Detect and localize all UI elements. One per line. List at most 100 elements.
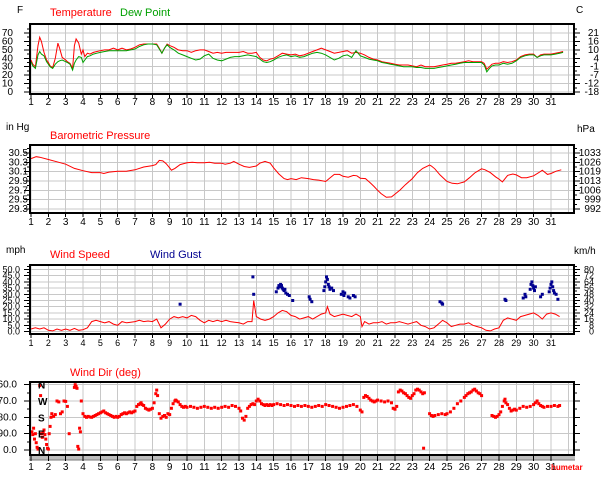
x-axis-day-label: 1	[28, 462, 34, 473]
wind-dir-point	[33, 432, 37, 436]
y-axis-left-tick-label: 360.0	[0, 380, 17, 391]
x-axis-day-label: 16	[285, 217, 297, 228]
wind-dir-point	[93, 414, 97, 417]
wind-speed-line	[30, 300, 560, 332]
wind-dir-point	[128, 410, 132, 414]
wind-gust-point	[307, 295, 311, 299]
y-axis-left-tick-label: 35.0	[2, 283, 20, 293]
axis-labels: 360.0270.0180.090.00.0123456789101112131…	[0, 380, 557, 473]
wind-gust-point	[353, 295, 357, 299]
wind-dir-point	[159, 416, 163, 420]
wind-dir-point	[242, 418, 246, 422]
y-axis-left-tick-label: 29.7	[9, 185, 29, 196]
x-axis-day-label: 9	[167, 217, 173, 228]
wind-dir-point	[509, 409, 513, 413]
x-axis-day-label: 11	[199, 217, 210, 228]
wind-dir-point	[558, 404, 562, 407]
wind-gust-point	[343, 291, 347, 295]
axis-labels: 50.045.040.035.030.025.020.015.010.05.00…	[2, 264, 594, 348]
wind-gust-point	[547, 290, 551, 294]
wind-dir-point	[403, 392, 407, 396]
y-axis-right-tick-label: -7	[590, 70, 599, 81]
dew-point-line	[30, 43, 564, 73]
wind-dir-point	[145, 407, 149, 411]
x-axis-day-label: 25	[441, 217, 453, 228]
x-axis-day-label: 2	[46, 97, 52, 108]
wind-gust-point	[504, 299, 508, 302]
wind-gust-point	[346, 295, 350, 299]
wind-dir-point	[256, 397, 260, 401]
x-axis-day-label: 5	[98, 462, 104, 473]
wind-dir-point	[97, 412, 101, 416]
x-axis-day-label: 20	[355, 97, 367, 108]
y-axis-left-tick-label: 60	[2, 36, 14, 47]
y-axis-left-tick-label: 29.9	[9, 176, 29, 187]
wind-dir-point	[272, 403, 276, 407]
x-axis-day-label: 18	[320, 97, 332, 108]
wind-dir-point	[452, 406, 456, 410]
wind-dir-point	[178, 403, 182, 407]
wind-dir-points	[30, 383, 562, 451]
wind-dir-point	[65, 404, 69, 408]
wind-dir-point	[429, 414, 433, 417]
wind-dir-point	[117, 414, 121, 418]
wind-dir-point	[195, 406, 199, 410]
wind-dir-point	[261, 403, 265, 407]
x-axis-day-label: 31	[545, 97, 557, 108]
x-axis-day-label: 31	[545, 217, 557, 228]
x-axis-day-label: 3	[63, 97, 69, 108]
wind-dir-point	[76, 444, 80, 448]
y-axis-left-tick-label: 50.0	[2, 264, 20, 274]
wind-gust-point	[291, 299, 295, 302]
pressure-unit-left-label: in Hg	[6, 122, 30, 133]
wind-dir-point	[494, 415, 497, 419]
wind-gust-point	[554, 292, 558, 296]
x-axis-day-label: 1	[29, 338, 34, 348]
wind-dir-point	[60, 410, 64, 414]
wind-dir-point	[36, 447, 40, 451]
wind-dir-point	[416, 387, 419, 391]
wind-dir-point	[52, 414, 56, 418]
wind-dir-point	[139, 401, 143, 405]
wind-dir-point	[492, 414, 496, 418]
x-axis-day-label: 24	[424, 97, 436, 108]
wind-dir-point	[497, 413, 501, 417]
wind-dir-point	[130, 411, 134, 415]
y-axis-right-tick-label: -18	[585, 87, 600, 98]
wind-gust-point	[532, 286, 536, 290]
y-axis-left-tick-label: 10.0	[2, 314, 20, 324]
wind-gust-point	[351, 294, 355, 297]
wind-gust-point	[528, 287, 532, 291]
wind-dir-point	[35, 445, 39, 449]
wind-dir-point	[542, 405, 546, 409]
wind-dir-point	[241, 416, 244, 420]
temperature-legend-label: Temperature	[50, 7, 112, 19]
x-axis-day-label: 10	[181, 462, 193, 473]
wind-gust-point	[529, 282, 533, 286]
wind-dir-point	[206, 405, 210, 409]
wind-dir-point	[40, 435, 44, 439]
wind-dir-point	[78, 430, 82, 434]
gridlines	[30, 382, 574, 455]
x-axis-day-label: 26	[459, 462, 471, 473]
wind-dir-point	[370, 399, 374, 403]
x-axis-day-label: 12	[216, 97, 228, 108]
x-axis-day-label: 5	[98, 97, 104, 108]
x-axis-day-label: 3	[63, 217, 69, 228]
wind-dir-point	[234, 404, 237, 408]
y-axis-left-tick-label: 29.5	[9, 195, 29, 206]
x-axis-day-label: 13	[233, 462, 245, 473]
wind-dir-point	[154, 392, 158, 396]
x-axis-day-label: 24	[424, 462, 436, 473]
axis-ticks	[24, 384, 580, 461]
x-axis-day-label: 29	[511, 462, 523, 473]
wind-dir-point	[53, 413, 57, 417]
y-axis-right-tick-label: 1006	[579, 185, 602, 196]
wind-dir-point	[47, 432, 51, 436]
x-axis-day-label: 22	[389, 97, 401, 108]
wind-dir-point	[513, 407, 517, 411]
wind-dir-point	[64, 399, 68, 403]
wind-dir-point	[503, 397, 507, 401]
wind-gust-point	[552, 291, 556, 295]
